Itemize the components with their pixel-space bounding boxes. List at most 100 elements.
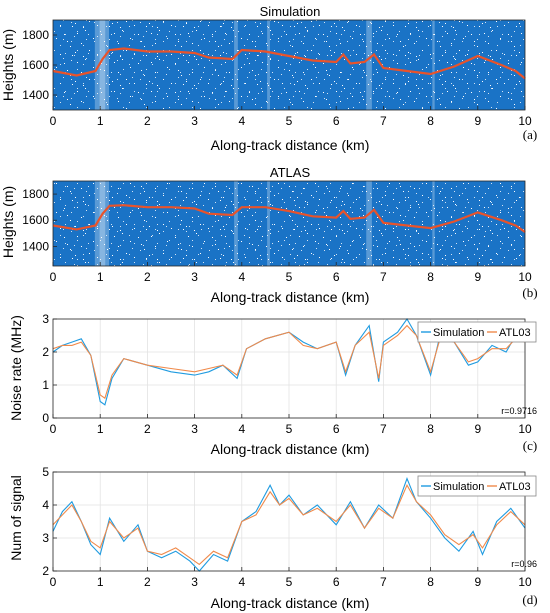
panel-c: 0 1 2 3 4 5 6 7 8 9 10 0 1 2 3 Noise rate (MHz) Along-…	[8, 312, 537, 457]
panel-c-ytick-label-0: 0	[42, 411, 49, 425]
panel-c-xtick-label-4: 4	[238, 422, 245, 436]
panel-c-xtick-label-0: 0	[50, 422, 57, 436]
panel-a-xtick-label-1: 1	[97, 114, 104, 128]
panel-b-xtick-label-5: 5	[286, 270, 293, 284]
panel-a-noise-band-2	[234, 20, 238, 110]
panel-c-xtick-label-5: 5	[286, 422, 293, 436]
panel-a-xtick-label-0: 0	[50, 114, 57, 128]
panel-d-series-atl03	[52, 483, 526, 566]
panel-b-noise-band-0	[94, 181, 106, 266]
panel-a-noise-band-3	[366, 20, 372, 110]
panel-c-legend-atl03: ATL03	[499, 327, 531, 339]
panel-d-ytick-label-1: 3	[42, 531, 49, 545]
panel-b-xtick-label-4: 4	[238, 270, 245, 284]
panel-a-xtick-label-3: 3	[191, 114, 198, 128]
panel-b-xtick-label-9: 9	[474, 270, 481, 284]
panel-d-xtick-label-4: 4	[238, 575, 245, 589]
panel-a-xtick-label-8: 8	[427, 114, 434, 128]
panel-b-noise-photons-2	[53, 181, 525, 266]
panel-a-xtick-label-2: 2	[144, 114, 151, 128]
panel-c-xtick-label-10: 10	[518, 422, 532, 436]
panel-a-xtick-label-9: 9	[474, 114, 481, 128]
panel-b-xtick-label-2: 2	[144, 270, 151, 284]
panel-b-signal-photons	[52, 204, 526, 233]
panel-b-ytick-label-0: 1400	[22, 239, 49, 253]
panel-b-ytick-label-1: 1600	[22, 213, 49, 227]
panel-a-ylabel: Heights (m)	[0, 29, 16, 101]
panel-a-xtick-label-4: 4	[238, 114, 245, 128]
panel-b-xlabel: Along-track distance (km)	[211, 289, 370, 305]
panel-c-xtick-label-7: 7	[380, 422, 387, 436]
panel-c-ytick-label-1: 1	[42, 378, 49, 392]
panel-d-xtick-label-3: 3	[191, 575, 198, 589]
panel-c-ylabel: Noise rate (MHz)	[8, 315, 24, 421]
panel-a-xtick-label-10: 10	[518, 114, 532, 128]
panel-c-xlabel: Along-track distance (km)	[211, 441, 370, 457]
panel-d-ylabel: Num of signal	[8, 475, 24, 561]
panel-d-xtick-label-7: 7	[380, 575, 387, 589]
panel-a: Simulation 0 1 2 3 4 5 6 7 8 9 10 1400 1600 1800 Heig…	[0, 4, 537, 153]
panel-a-xtick-label-7: 7	[380, 114, 387, 128]
panel-d-xtick-label-10: 10	[518, 575, 532, 589]
panel-b-plot-area: 0 1 2 3 4 5 6 7 8 9 10 1400 1600 1800	[22, 180, 532, 284]
panel-b-noise-band-1	[99, 181, 109, 266]
panel-b-xtick-label-1: 1	[97, 270, 104, 284]
panel-d-ytick-label-3: 5	[42, 465, 49, 479]
panel-a-noise-band-4	[267, 20, 270, 110]
panel-d-xtick-label-5: 5	[286, 575, 293, 589]
panel-b-noise-band-3	[366, 181, 372, 266]
panel-b-label: (b)	[522, 285, 537, 300]
panel-b-xtick-label-10: 10	[518, 270, 532, 284]
panel-c-ytick-label-3: 3	[42, 312, 49, 326]
panel-d-legend: Simulation ATL03	[417, 475, 537, 497]
panel-a-ytick-label-2: 1800	[22, 28, 49, 42]
panel-a-noise-photons-2	[53, 20, 525, 110]
panel-b-xtick-label-8: 8	[427, 270, 434, 284]
panel-b-noise-band-5	[432, 181, 435, 266]
panel-a-plot-area: 0 1 2 3 4 5 6 7 8 9 10 1400 1600 1800	[22, 19, 532, 128]
panel-a-ytick-label-0: 1400	[22, 88, 49, 102]
panel-a-xtick-label-6: 6	[333, 114, 340, 128]
panel-d-ytick-label-0: 2	[42, 564, 49, 578]
panel-b-ytick-label-2: 1800	[22, 187, 49, 201]
panel-a-noise-band-1	[99, 20, 109, 110]
panel-d-series-simulation	[52, 477, 526, 572]
panel-d-xtick-label-1: 1	[97, 575, 104, 589]
panel-b-xtick-label-0: 0	[50, 270, 57, 284]
panel-c-legend: Simulation ATL03	[417, 321, 537, 343]
panel-d-xtick-label-8: 8	[427, 575, 434, 589]
panel-c-annotation: r=0.9716	[501, 406, 537, 416]
panel-c-ytick-label-2: 2	[42, 345, 49, 359]
panel-b-title: ATLAS	[270, 165, 311, 180]
panel-b-noise-band-2	[234, 181, 238, 266]
panel-c-legend-simulation: Simulation	[433, 327, 484, 339]
panel-d-label: (d)	[522, 592, 537, 607]
panel-d-ytick-label-2: 4	[42, 498, 49, 512]
panel-d-annotation: r=0.96	[511, 559, 537, 569]
panel-c-xtick-label-8: 8	[427, 422, 434, 436]
panel-d-xtick-label-2: 2	[144, 575, 151, 589]
panel-c-xtick-label-9: 9	[474, 422, 481, 436]
panel-c-xtick-label-1: 1	[97, 422, 104, 436]
panel-d-xlabel: Along-track distance (km)	[211, 595, 370, 611]
panel-c-xtick-label-6: 6	[333, 422, 340, 436]
panel-b: ATLAS 0 1 2 3 4 5 6 7 8 9 10 1400 1600 1800 Heights (…	[0, 165, 538, 305]
panel-a-xtick-label-5: 5	[286, 114, 293, 128]
panel-d-xtick-label-6: 6	[333, 575, 340, 589]
panel-c-label: (c)	[523, 438, 537, 453]
panel-d-legend-atl03: ATL03	[499, 481, 531, 493]
panel-c-xtick-label-3: 3	[191, 422, 198, 436]
panel-d-legend-simulation: Simulation	[433, 481, 484, 493]
panel-a-ytick-label-1: 1600	[22, 58, 49, 72]
panel-d: 0 1 2 3 4 5 6 7 8 9 10 2 3 4 5 Num of signal Along-tra…	[8, 465, 538, 611]
panel-b-noise-band-4	[267, 181, 270, 266]
panel-d-xtick-label-0: 0	[50, 575, 57, 589]
panel-a-noise-band-5	[432, 20, 435, 110]
panel-a-signal-photons	[52, 47, 526, 80]
panel-a-xlabel: Along-track distance (km)	[211, 137, 370, 153]
panel-b-xtick-label-3: 3	[191, 270, 198, 284]
panel-b-xtick-label-6: 6	[333, 270, 340, 284]
panel-b-ylabel: Heights (m)	[0, 186, 16, 258]
panel-a-title: Simulation	[260, 4, 321, 19]
panel-b-xtick-label-7: 7	[380, 270, 387, 284]
